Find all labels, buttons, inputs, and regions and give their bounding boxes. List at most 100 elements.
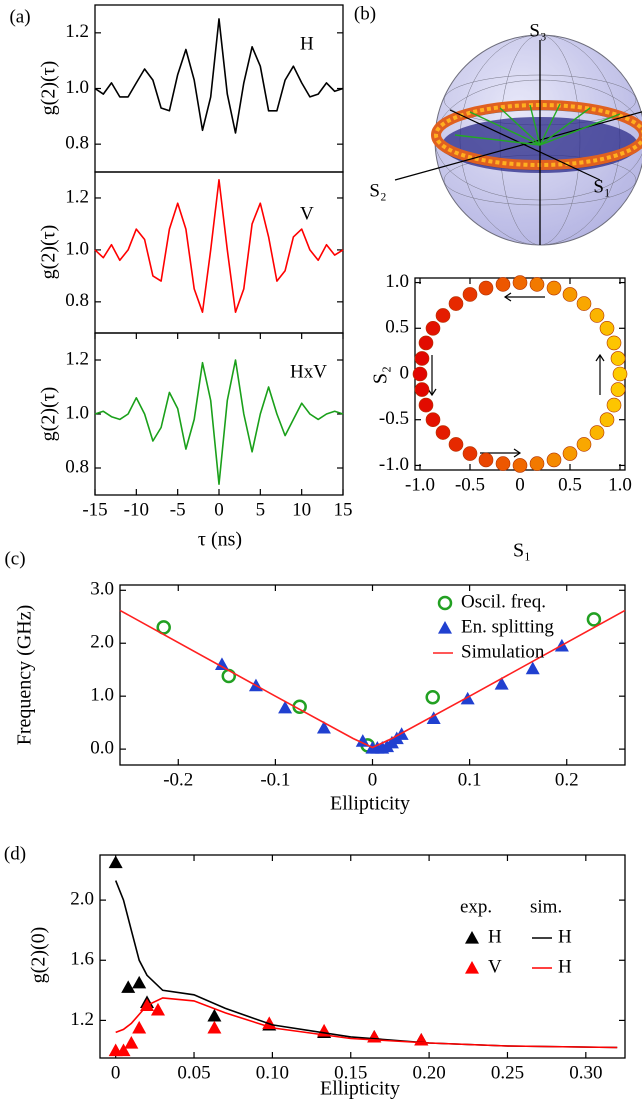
y-tick-label: 1.2 (65, 21, 89, 42)
x-tick-label: 0 (515, 474, 525, 495)
trace (94, 179, 344, 313)
panel: 0.8 1.0 1.2 -15 -10 -5 0 5 10 15 g(2)(τ) τ (ns) HxV (38, 332, 353, 551)
marker (132, 975, 147, 989)
point (414, 351, 430, 366)
x-tick-label: 0.05 (177, 1062, 210, 1083)
point (529, 277, 545, 292)
panel-label: (b) (354, 3, 376, 24)
point (599, 412, 615, 428)
legend-label: V (488, 956, 502, 977)
series-label: V (300, 203, 314, 224)
point (512, 275, 528, 290)
x-tick-label: 0.20 (412, 1062, 445, 1083)
x-tick-label: 0.15 (334, 1062, 367, 1083)
y-tick-label: 0.8 (65, 456, 89, 477)
y-tick-label: 1.0 (385, 271, 409, 292)
x-tick-label: 0.1 (458, 769, 482, 790)
point (612, 366, 628, 382)
legend-header: exp. (460, 896, 492, 917)
plot-frame (94, 332, 344, 496)
y-axis-label: g(2)(τ) (38, 387, 60, 442)
y-axis-label: g(2)(τ) (38, 225, 60, 280)
x-tick-label: 15 (334, 499, 353, 520)
sphere-axis-label: S₁ (593, 176, 610, 197)
point (606, 335, 622, 351)
series-label: H (300, 33, 314, 54)
y-axis-label: g(2)(τ) (38, 61, 60, 116)
point (576, 437, 592, 452)
point (425, 412, 441, 428)
marker (207, 1008, 222, 1022)
y-tick-label: 2.0 (70, 888, 94, 909)
y-tick-label: 1.2 (70, 1009, 94, 1030)
point (589, 308, 605, 323)
point (418, 335, 434, 351)
point (562, 287, 578, 302)
point (495, 277, 511, 292)
point (478, 280, 494, 296)
marker (116, 1043, 131, 1057)
marker (586, 612, 602, 627)
legend-marker (465, 931, 479, 944)
x-tick-label: -10 (124, 499, 149, 520)
y-tick-label: 0.8 (65, 133, 89, 154)
plot-frame (119, 584, 626, 766)
x-tick-label: 0.5 (558, 474, 582, 495)
marker (316, 720, 331, 734)
line (115, 997, 618, 1049)
marker (425, 689, 440, 705)
point (425, 320, 441, 336)
panel: 0.8 1.0 1.2g(2)(τ) V (38, 171, 344, 334)
y-tick-label: 0.5 (385, 317, 409, 338)
y-axis-label: g(2)(0) (28, 927, 50, 984)
point (529, 456, 545, 471)
y-tick-label: 1.2 (65, 348, 89, 369)
sphere-axis-label: S₂ (369, 180, 386, 201)
marker (108, 855, 123, 869)
legend-label: Simulation (461, 641, 545, 662)
x-tick-label: 0 (111, 1062, 121, 1083)
y-tick-label: 1.2 (65, 186, 89, 207)
marker (150, 1002, 165, 1016)
marker (426, 711, 441, 725)
x-tick-label: 0.10 (256, 1062, 289, 1083)
x-tick-label: 10 (292, 499, 311, 520)
x-tick-label: -0.1 (260, 769, 290, 790)
plot-frame (94, 171, 344, 334)
point (435, 308, 451, 323)
point (462, 446, 478, 461)
y-tick-label: 1.0 (65, 77, 89, 98)
legend-marker (465, 961, 479, 974)
x-tick-label: 0 (368, 769, 378, 790)
y-tick-label: 1.0 (65, 402, 89, 423)
point (448, 437, 464, 452)
marker (124, 1035, 139, 1049)
y-tick-label: 0.0 (90, 737, 114, 758)
marker (525, 661, 540, 675)
panel-label: (d) (4, 843, 26, 864)
legend-label: H (488, 926, 502, 947)
marker (132, 1020, 147, 1034)
panel-label: (a) (9, 6, 30, 27)
point (562, 446, 578, 461)
x-axis-label: τ (ns) (198, 529, 242, 551)
point (435, 425, 451, 440)
x-tick-label: -15 (82, 499, 107, 520)
x-tick-label: -0.2 (163, 769, 193, 790)
x-tick-label: 0 (214, 499, 224, 520)
y-tick-label: -0.5 (379, 408, 409, 429)
x-tick-label: 1.0 (608, 474, 632, 495)
point (576, 296, 592, 311)
x-tick-label: -1.0 (405, 474, 435, 495)
point (495, 456, 511, 471)
y-axis-label: Frequency (GHz) (14, 605, 36, 746)
y-tick-label: 0.8 (65, 290, 89, 311)
point (412, 366, 428, 382)
point (606, 397, 622, 413)
x-tick-label: 0.2 (555, 769, 579, 790)
legend-marker (437, 595, 453, 611)
marker (156, 620, 171, 635)
x-tick-label: 5 (256, 499, 266, 520)
plot-frame (99, 854, 626, 1059)
